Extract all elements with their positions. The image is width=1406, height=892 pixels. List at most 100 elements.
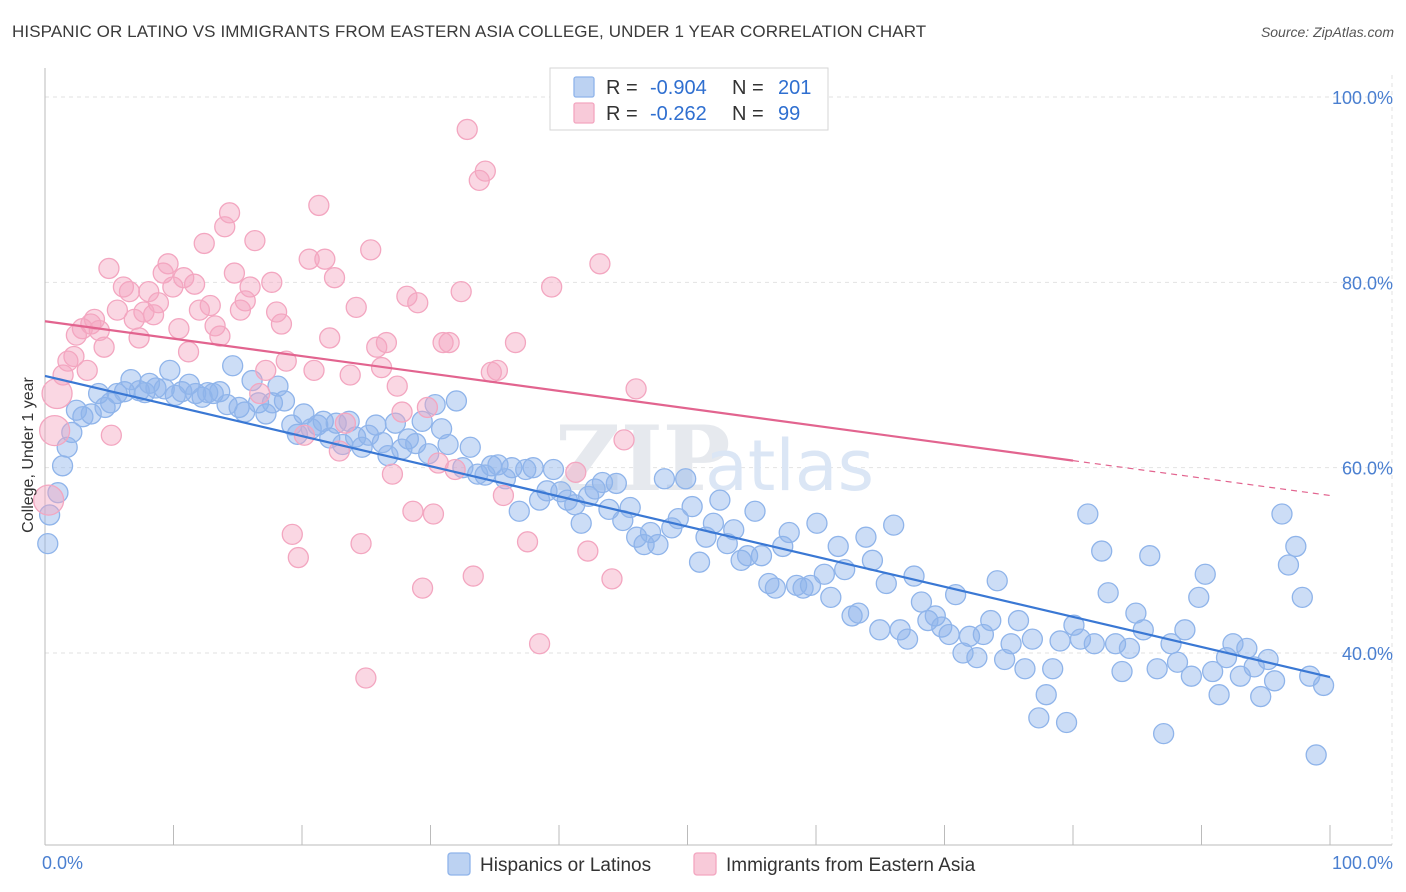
point-eastern-asia bbox=[249, 382, 271, 405]
point-hispanics bbox=[37, 533, 59, 555]
point-eastern-asia bbox=[214, 216, 236, 238]
point-hispanics bbox=[639, 521, 662, 544]
point-eastern-asia bbox=[386, 375, 408, 397]
point-eastern-asia bbox=[323, 267, 346, 289]
point-hispanics bbox=[1091, 540, 1113, 562]
point-eastern-asia bbox=[218, 202, 241, 224]
point-hispanics bbox=[51, 455, 74, 477]
point-hispanics bbox=[1166, 651, 1189, 673]
point-hispanics bbox=[222, 355, 244, 377]
point-hispanics bbox=[688, 551, 711, 573]
point-eastern-asia bbox=[541, 276, 563, 298]
legend-n-value-2: 99 bbox=[778, 103, 800, 125]
y-tick-labels: 40.0% 60.0% 80.0% 100.0% bbox=[1332, 88, 1393, 664]
point-eastern-asia bbox=[270, 313, 293, 335]
point-eastern-asia bbox=[63, 345, 85, 368]
point-eastern-asia bbox=[83, 308, 106, 331]
point-hispanics bbox=[515, 458, 537, 481]
point-eastern-asia bbox=[402, 500, 424, 522]
point-eastern-asia bbox=[199, 294, 221, 317]
point-eastern-asia bbox=[474, 160, 496, 182]
point-eastern-asia bbox=[261, 271, 283, 293]
point-hispanics bbox=[371, 431, 394, 454]
point-eastern-asia bbox=[432, 331, 454, 354]
legend-r-label-1: R = bbox=[606, 77, 638, 99]
point-hispanics bbox=[80, 403, 102, 425]
point-eastern-asia bbox=[204, 315, 226, 337]
point-eastern-asia bbox=[319, 327, 341, 349]
point-hispanics bbox=[1063, 614, 1085, 636]
point-hispanics bbox=[1277, 554, 1300, 576]
point-hispanics bbox=[723, 519, 745, 541]
point-eastern-asia bbox=[462, 565, 484, 587]
point-eastern-asia bbox=[411, 577, 434, 599]
point-hispanics bbox=[896, 628, 919, 650]
point-eastern-asia bbox=[613, 429, 635, 451]
point-hispanics bbox=[1014, 658, 1036, 680]
point-hispanics bbox=[1305, 744, 1327, 766]
point-eastern-asia bbox=[577, 540, 599, 562]
point-hispanics bbox=[709, 489, 731, 511]
point-hispanics bbox=[986, 570, 1008, 592]
watermark: ZIP atlas bbox=[555, 406, 874, 512]
point-eastern-asia bbox=[287, 546, 309, 569]
point-eastern-asia bbox=[188, 299, 211, 321]
point-hispanics bbox=[209, 381, 231, 403]
point-hispanics bbox=[820, 586, 842, 609]
series-legend: Hispanics or Latinos Immigrants from Eas… bbox=[447, 852, 976, 876]
point-eastern-asia bbox=[239, 276, 261, 298]
legend-swatch-eastern-asia bbox=[693, 852, 717, 876]
point-hispanics bbox=[924, 605, 946, 627]
point-eastern-asia bbox=[100, 424, 122, 446]
point-eastern-asia bbox=[486, 359, 509, 382]
y-tick-label: 100.0% bbox=[1332, 88, 1393, 108]
legend-n-label-1: N = bbox=[732, 77, 764, 99]
point-hispanics bbox=[605, 472, 627, 495]
point-eastern-asia bbox=[128, 327, 150, 349]
point-hispanics bbox=[273, 390, 296, 412]
point-eastern-asia bbox=[396, 285, 418, 307]
point-hispanics bbox=[508, 500, 530, 522]
point-hispanics bbox=[522, 457, 544, 479]
point-hispanics bbox=[716, 533, 738, 555]
point-hispanics bbox=[542, 458, 565, 481]
point-hispanics bbox=[1250, 685, 1272, 708]
legend-box bbox=[549, 67, 829, 131]
point-eastern-asia bbox=[223, 262, 246, 284]
point-eastern-asia bbox=[32, 484, 65, 516]
point-hispanics bbox=[570, 512, 592, 534]
point-hispanics bbox=[1174, 619, 1196, 641]
point-eastern-asia bbox=[303, 359, 325, 382]
point-hispanics bbox=[653, 468, 676, 490]
point-hispanics bbox=[1271, 503, 1293, 525]
point-eastern-asia bbox=[355, 667, 377, 689]
point-hispanics bbox=[966, 646, 988, 669]
point-eastern-asia bbox=[360, 239, 382, 261]
chart-title: HISPANIC OR LATINO VS IMMIGRANTS FROM EA… bbox=[12, 22, 927, 41]
source-credit: Source: ZipAtlas.com bbox=[1260, 24, 1394, 40]
point-hispanics bbox=[185, 382, 207, 405]
point-eastern-asia bbox=[308, 194, 330, 217]
point-hispanics bbox=[459, 436, 481, 458]
point-hispanics bbox=[1035, 684, 1057, 706]
point-hispanics bbox=[681, 495, 703, 518]
point-eastern-asia bbox=[334, 412, 357, 434]
point-hispanics bbox=[72, 406, 94, 428]
point-eastern-asia bbox=[339, 364, 361, 386]
point-hispanics bbox=[1263, 670, 1286, 692]
point-hispanics bbox=[764, 577, 787, 599]
point-eastern-asia bbox=[162, 276, 184, 298]
point-eastern-asia bbox=[565, 461, 587, 483]
point-eastern-asia bbox=[391, 401, 413, 423]
point-hispanics bbox=[1152, 722, 1175, 745]
point-hispanics bbox=[847, 602, 870, 624]
point-hispanics bbox=[1083, 633, 1105, 655]
legend-n-value-1: 201 bbox=[778, 77, 811, 99]
point-hispanics bbox=[910, 591, 933, 613]
point-hispanics bbox=[1201, 660, 1224, 683]
point-eastern-asia bbox=[168, 318, 190, 340]
legend-label-hispanics: Hispanics or Latinos bbox=[480, 855, 651, 876]
y-tick-label: 80.0% bbox=[1342, 273, 1393, 293]
point-hispanics bbox=[1146, 658, 1168, 680]
point-hispanics bbox=[869, 619, 891, 641]
